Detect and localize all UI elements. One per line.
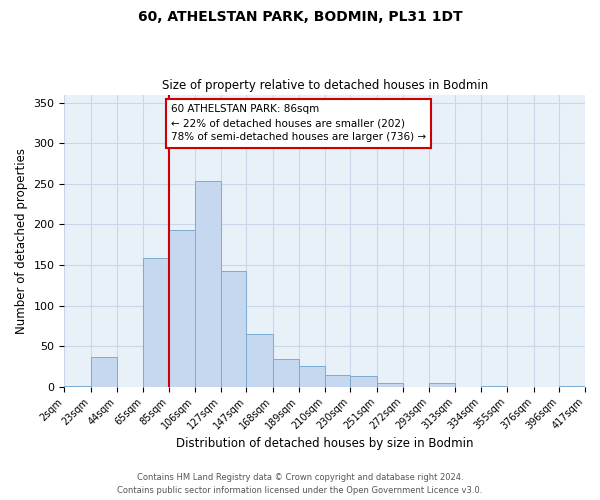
Bar — [350, 376, 377, 386]
Text: 60 ATHELSTAN PARK: 86sqm
← 22% of detached houses are smaller (202)
78% of semi-: 60 ATHELSTAN PARK: 86sqm ← 22% of detach… — [171, 104, 426, 142]
Bar — [143, 258, 169, 386]
Text: Contains HM Land Registry data © Crown copyright and database right 2024.
Contai: Contains HM Land Registry data © Crown c… — [118, 474, 482, 495]
Bar — [91, 356, 117, 386]
Text: 60, ATHELSTAN PARK, BODMIN, PL31 1DT: 60, ATHELSTAN PARK, BODMIN, PL31 1DT — [137, 10, 463, 24]
Title: Size of property relative to detached houses in Bodmin: Size of property relative to detached ho… — [161, 79, 488, 92]
Bar — [221, 272, 246, 386]
Bar — [430, 382, 455, 386]
Y-axis label: Number of detached properties: Number of detached properties — [15, 148, 28, 334]
Bar — [377, 382, 403, 386]
Bar — [169, 230, 195, 386]
Bar — [272, 359, 299, 386]
Bar — [299, 366, 325, 386]
X-axis label: Distribution of detached houses by size in Bodmin: Distribution of detached houses by size … — [176, 437, 473, 450]
Bar — [246, 334, 272, 386]
Bar — [325, 374, 350, 386]
Bar — [195, 180, 221, 386]
